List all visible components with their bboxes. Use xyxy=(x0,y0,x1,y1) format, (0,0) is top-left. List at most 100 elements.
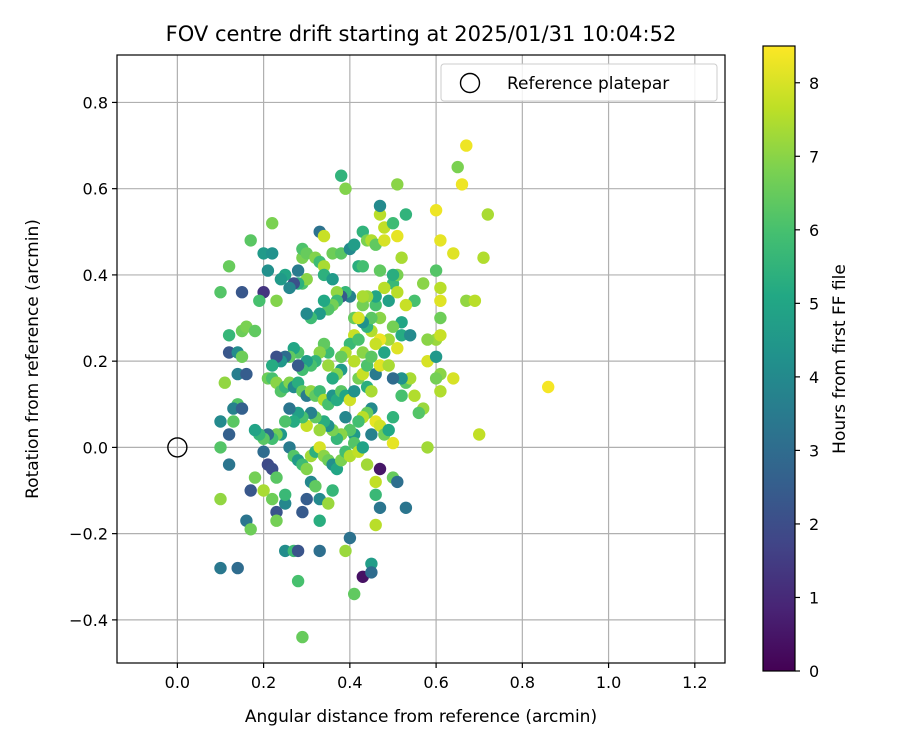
scatter-point xyxy=(369,488,382,501)
scatter-point xyxy=(386,436,400,450)
scatter-point xyxy=(214,441,227,454)
scatter-point xyxy=(214,561,227,575)
scatter-point xyxy=(356,260,369,273)
scatter-point xyxy=(257,247,270,260)
colorbar-tick-label: 1 xyxy=(809,588,819,607)
scatter-point xyxy=(287,415,300,428)
scatter-point xyxy=(395,389,408,402)
scatter-point xyxy=(348,355,361,368)
scatter-point xyxy=(434,385,447,398)
reference-platepar-marker xyxy=(167,437,188,458)
scatter-point xyxy=(373,199,387,213)
scatter-point xyxy=(222,428,236,441)
scatter-point xyxy=(300,492,313,506)
scatter-point xyxy=(542,380,555,394)
y-tick-label: 0.6 xyxy=(83,180,108,199)
colorbar-tick-label: 8 xyxy=(809,74,819,93)
scatter-point xyxy=(365,428,378,441)
scatter-point xyxy=(348,238,361,251)
scatter-point xyxy=(300,462,313,476)
x-tick-label: 0.2 xyxy=(251,673,276,692)
scatter-point xyxy=(391,178,404,191)
scatter-point xyxy=(365,350,378,363)
scatter-point xyxy=(365,566,378,579)
scatter-point xyxy=(326,484,339,497)
x-axis-label: Angular distance from reference (arcmin) xyxy=(245,707,597,727)
scatter-point xyxy=(386,320,400,333)
scatter-point xyxy=(235,286,249,299)
scatter-point xyxy=(248,423,262,437)
scatter-point xyxy=(429,204,443,217)
scatter-point xyxy=(434,281,447,295)
scatter-point xyxy=(391,229,404,243)
scatter-point xyxy=(244,523,257,536)
scatter-point xyxy=(235,402,249,415)
scatter-point xyxy=(283,281,296,295)
scatter-point xyxy=(326,247,339,260)
scatter-point xyxy=(326,273,339,286)
scatter-point xyxy=(313,514,326,527)
scatter-point xyxy=(382,294,395,307)
scatter-point xyxy=(369,337,382,351)
y-tick-label: −0.2 xyxy=(69,525,108,544)
scatter-point xyxy=(218,376,231,389)
y-tick-label: 0.2 xyxy=(83,352,108,371)
scatter-point xyxy=(356,441,369,454)
scatter-point xyxy=(266,217,279,230)
scatter-point xyxy=(447,372,460,385)
y-tick-label: −0.4 xyxy=(69,611,108,630)
scatter-point xyxy=(399,501,413,514)
scatter-point xyxy=(477,251,490,264)
data-points xyxy=(214,139,555,644)
scatter-point xyxy=(382,423,395,437)
scatter-point xyxy=(227,402,240,415)
scatter-point xyxy=(291,544,305,558)
scatter-point xyxy=(244,484,257,497)
scatter-point xyxy=(253,294,266,307)
scatter-point xyxy=(404,329,417,342)
scatter-point xyxy=(356,290,369,303)
scatter-point xyxy=(417,277,430,290)
x-tick-label: 1.2 xyxy=(682,673,707,692)
scatter-point xyxy=(365,557,378,570)
scatter-point xyxy=(274,273,288,286)
scatter-point xyxy=(257,484,270,497)
reference-layer xyxy=(167,437,188,458)
scatter-point xyxy=(279,544,292,558)
scatter-point xyxy=(382,359,395,372)
x-tick-label: 1.0 xyxy=(596,673,621,692)
colorbar-tick-label: 7 xyxy=(809,147,819,166)
scatter-point xyxy=(279,415,292,428)
scatter-point xyxy=(335,350,348,363)
colorbar-tick-label: 6 xyxy=(809,221,819,240)
scatter-point xyxy=(429,264,443,277)
scatter-point xyxy=(386,372,400,385)
legend: Reference platepar xyxy=(440,63,718,102)
scatter-point xyxy=(373,462,387,476)
scatter-point xyxy=(296,630,309,644)
scatter-point xyxy=(270,514,283,527)
scatter-point xyxy=(343,531,357,545)
scatter-point xyxy=(222,458,236,471)
scatter-point xyxy=(451,160,464,174)
colorbar-gradient xyxy=(762,45,796,672)
scatter-point xyxy=(257,445,270,458)
scatter-point xyxy=(339,411,352,424)
scatter-point xyxy=(317,294,331,307)
scatter-point xyxy=(369,298,382,312)
scatter-point xyxy=(235,350,249,363)
scatter-point xyxy=(481,208,494,221)
scatter-point xyxy=(421,333,434,346)
scatter-point xyxy=(399,298,413,312)
y-axis-label: Rotation from reference (arcmin) xyxy=(23,219,43,499)
legend-box xyxy=(440,63,718,102)
scatter-point xyxy=(378,346,391,359)
scatter-point xyxy=(266,247,279,260)
scatter-point xyxy=(356,298,369,312)
scatter-point xyxy=(395,251,408,264)
chart-title: FOV centre drift starting at 2025/01/31 … xyxy=(166,22,677,46)
scatter-point xyxy=(352,415,365,428)
scatter-point xyxy=(227,415,240,428)
plot-area xyxy=(117,55,725,663)
y-tick-label: 0.0 xyxy=(83,438,108,457)
